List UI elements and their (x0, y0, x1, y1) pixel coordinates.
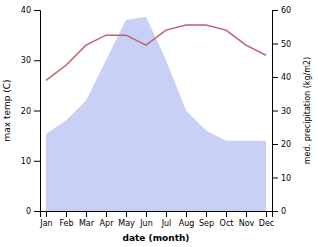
tick: 60 (272, 6, 291, 15)
tick-mark (34, 60, 40, 61)
marks (46, 17, 266, 211)
tick: Dec (259, 211, 274, 228)
tick-label: Oct (220, 219, 234, 228)
tick-label: Feb (59, 219, 73, 228)
tick-label: 30 (21, 56, 31, 65)
tick-mark (272, 10, 278, 11)
tick-label: Apr (100, 219, 115, 228)
tick: 20 (21, 107, 40, 116)
tick-label: Dec (259, 219, 274, 228)
tick-label: 30 (281, 107, 291, 116)
tick-mark (34, 211, 40, 212)
tick-label: 10 (281, 174, 291, 183)
tick: Oct (220, 211, 234, 228)
line (46, 25, 266, 80)
tick-mark (226, 211, 227, 217)
x-axis: Jan Feb Mar AprMay Jun Jul Aug Sep Oct Nov Dec (39, 211, 274, 228)
tick-mark (272, 111, 278, 112)
tick-mark (272, 44, 278, 45)
tick-mark (46, 211, 47, 217)
tick: 40 (21, 6, 40, 15)
tick-mark (272, 211, 278, 212)
tick-label: 0 (26, 207, 31, 216)
tick: 50 (272, 40, 291, 49)
tick-mark (266, 211, 267, 217)
x-axis-title: date (month) (123, 233, 190, 243)
tick-label: Mar (79, 219, 95, 228)
tick: Jan (39, 211, 52, 228)
y2-axis: 0 10 20 30 40 50 60 (272, 6, 291, 216)
tick: 0 (26, 207, 40, 216)
tick-mark (106, 211, 107, 217)
tick: Sep (199, 211, 214, 228)
tick-label: Jul (161, 219, 172, 228)
tick: 10 (272, 174, 291, 183)
tick-mark (66, 211, 67, 217)
area (46, 17, 266, 211)
tick-label: 40 (281, 73, 291, 82)
axis-line (34, 11, 41, 212)
tick: 20 (272, 140, 291, 149)
tick-mark (34, 10, 40, 11)
tick: 10 (21, 157, 40, 166)
tick: 0 (272, 207, 286, 216)
plot-area: Jan Feb Mar AprMay Jun Jul Aug Sep Oct Nov Dec 0 10 2… (21, 6, 291, 228)
tick-label: Sep (199, 219, 214, 228)
y2-axis-title: med. precipitation (kg/m2) (303, 57, 312, 164)
tick-label: Aug (179, 219, 195, 228)
tick-mark (166, 211, 167, 217)
tick: 40 (272, 73, 291, 82)
tick: Jun (139, 211, 153, 228)
tick-label: 40 (21, 6, 31, 15)
tick-label: 10 (21, 157, 31, 166)
tick-mark (86, 211, 87, 217)
y-axis: 0 10 20 30 40 (21, 6, 41, 216)
tick: May (118, 211, 135, 228)
tick: Jul (161, 211, 172, 228)
tick-mark (206, 211, 207, 217)
tick-label: 50 (281, 40, 291, 49)
tick: Mar (79, 211, 95, 228)
tick-mark (246, 211, 247, 217)
axis-line (273, 11, 279, 212)
tick: Apr (100, 211, 115, 228)
tick-mark (186, 211, 187, 217)
y-axis-title: max temp (C) (2, 79, 12, 141)
tick: Feb (59, 211, 73, 228)
tick-mark (34, 161, 40, 162)
tick-label: Jun (139, 219, 153, 228)
tick-mark (272, 178, 278, 179)
tick: 30 (272, 107, 291, 116)
tick-label: Jan (39, 219, 52, 228)
tick-label: 20 (21, 107, 31, 116)
tick-label: 0 (281, 207, 286, 216)
tick-label: Nov (239, 219, 255, 228)
tick-label: 60 (281, 6, 291, 15)
chart: Jan Feb Mar AprMay Jun Jul Aug Sep Oct Nov Dec 0 10 2… (0, 0, 318, 247)
tick-label: 20 (281, 140, 291, 149)
tick: Nov (239, 211, 255, 228)
axis-line (41, 212, 273, 218)
tick-mark (146, 211, 147, 217)
tick: 30 (21, 56, 40, 65)
tick-mark (126, 211, 127, 217)
tick-mark (272, 77, 278, 78)
tick-mark (34, 111, 40, 112)
tick: Aug (179, 211, 195, 228)
tick-label: May (118, 219, 135, 228)
tick-mark (272, 144, 278, 145)
